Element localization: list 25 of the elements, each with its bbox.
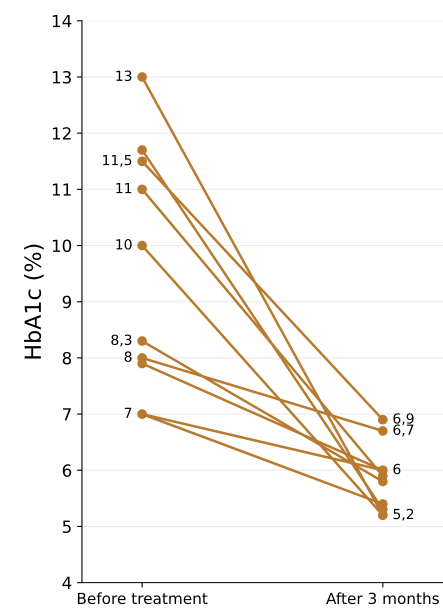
data-label: 7 [124,408,132,418]
y-tick-label: 4 [62,576,72,589]
data-label: 6 [393,464,400,474]
data-label: 13 [116,70,132,82]
data-label: 11 [116,183,132,194]
y-tick-label: 8 [62,352,72,364]
data-label: 11,5 [103,154,132,167]
data-label: 10 [116,239,132,250]
data-label: 8,3 [111,334,132,346]
y-tick-label: 7 [62,408,71,420]
y-tick-label: 9 [62,296,72,308]
data-label: 6,7 [393,424,414,436]
y-tick-label: 11 [52,184,71,196]
y-tick-label: 12 [52,127,71,140]
x-tick-label: After 3 months [326,592,439,604]
y-tick-label: 13 [52,70,71,84]
y-tick-label: 10 [52,239,72,252]
data-label: 5,2 [394,508,414,521]
data-label: 6,9 [393,413,414,426]
x-tick-label: Before treatment [78,592,208,604]
y-tick-label: 5 [62,520,71,534]
y-axis-title: HbA1c (%) [24,244,44,358]
y-tick-label: 6 [62,464,72,477]
y-tick-label: 14 [52,14,72,28]
data-label: 8 [124,351,132,362]
